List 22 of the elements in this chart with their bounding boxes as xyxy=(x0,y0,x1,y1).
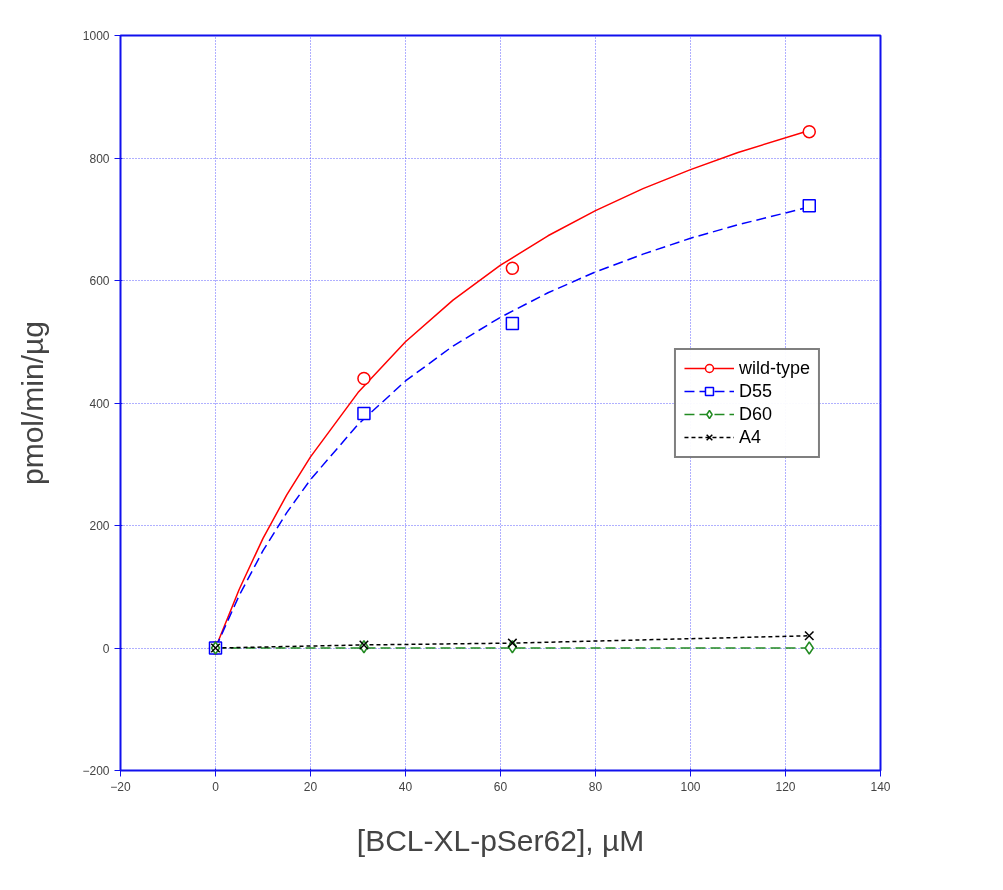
legend-label: A4 xyxy=(738,426,761,448)
y-tick-label: 200 xyxy=(89,519,110,533)
y-tick-label: 800 xyxy=(89,151,110,166)
x-tick-label: 120 xyxy=(775,779,796,794)
legend-label: D60 xyxy=(738,403,772,425)
legend-label: D55 xyxy=(738,380,772,402)
x-tick-label: 60 xyxy=(493,779,508,794)
x-axis-title: [BCL-XL-pSer62], µM xyxy=(356,823,645,857)
x-tick-label: 80 xyxy=(588,779,603,794)
y-tick-label: 600 xyxy=(89,274,110,288)
x-tick-label: 40 xyxy=(398,779,413,794)
x-tick-label: 20 xyxy=(303,779,318,794)
x-tick-label: 100 xyxy=(680,779,701,794)
y-tick-label: 1000 xyxy=(82,29,110,43)
legend-label: wild-type xyxy=(738,357,810,379)
y-tick-label: 0 xyxy=(102,641,110,656)
x-tick-label: 0 xyxy=(212,779,220,794)
y-tick-label: 400 xyxy=(89,396,110,411)
y-tick-label: −200 xyxy=(82,764,110,778)
x-tick-label: −20 xyxy=(110,779,131,794)
x-tick-label: 140 xyxy=(870,779,891,794)
y-axis-title: pmol/min/µg xyxy=(16,320,50,485)
